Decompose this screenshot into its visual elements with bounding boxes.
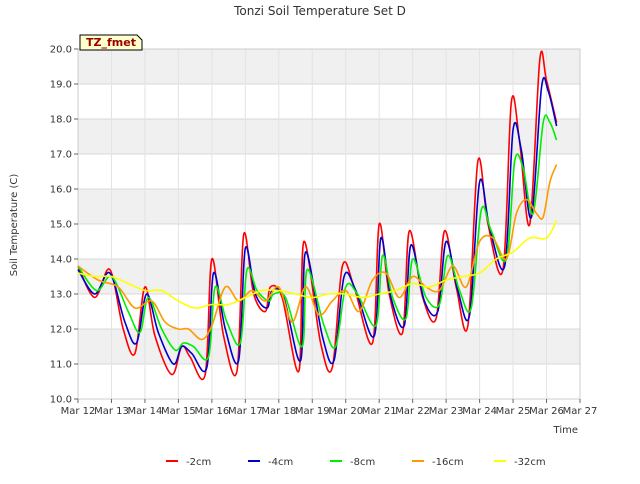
- x-tick-label: Mar 17: [228, 406, 263, 417]
- x-tick-label: Mar 21: [362, 406, 397, 417]
- y-tick-label: 15.0: [50, 220, 72, 231]
- legend-label: -4cm: [268, 457, 293, 468]
- plot-band: [78, 189, 580, 224]
- y-axis-label: Soil Temperature (C): [9, 174, 20, 277]
- legend-label: -16cm: [432, 457, 464, 468]
- legend-label: -2cm: [186, 457, 211, 468]
- chart-title: Tonzi Soil Temperature Set D: [233, 4, 406, 18]
- series-line-minus-4cm: [77, 76, 558, 373]
- x-tick-label: Mar 26: [529, 406, 564, 417]
- y-tick-label: 19.0: [50, 80, 72, 91]
- x-tick-label: Mar 12: [61, 406, 96, 417]
- x-tick-label: Mar 23: [429, 406, 464, 417]
- plot-band: [78, 119, 580, 154]
- y-tick-label: 20.0: [50, 45, 72, 56]
- plot-band: [78, 364, 580, 399]
- x-tick-label: Mar 18: [261, 406, 296, 417]
- y-tick-label: 14.0: [50, 255, 72, 266]
- x-tick-label: Mar 13: [94, 406, 129, 417]
- x-tick-label: Mar 24: [462, 406, 497, 417]
- x-tick-label: Mar 25: [496, 406, 531, 417]
- y-tick-label: 18.0: [50, 115, 72, 126]
- y-tick-label: 12.0: [50, 325, 72, 336]
- y-tick-label: 16.0: [50, 185, 72, 196]
- y-tick-label: 11.0: [50, 360, 72, 371]
- legend-label: -8cm: [350, 457, 375, 468]
- tz-badge-label: TZ_fmet: [86, 36, 136, 49]
- y-tick-label: 17.0: [50, 150, 72, 161]
- series-line-minus-8cm: [77, 114, 558, 361]
- x-tick-label: Mar 16: [194, 406, 229, 417]
- legend-label: -32cm: [514, 457, 546, 468]
- y-axis-ticks: 10.0 11.0 12.0 13.0 14.0 15.0 16.0 17.0 18.0 19.0…: [50, 45, 78, 406]
- plot-band: [78, 154, 580, 189]
- x-tick-label: Mar 15: [161, 406, 196, 417]
- plot-band: [78, 294, 580, 329]
- plot-band: [78, 84, 580, 119]
- x-tick-label: Mar 20: [328, 406, 363, 417]
- x-tick-label: Mar 22: [395, 406, 430, 417]
- x-axis-label: Time: [553, 425, 578, 436]
- tz-badge: TZ_fmet: [79, 34, 143, 51]
- x-tick-label: Mar 19: [295, 406, 330, 417]
- series-line-minus-32cm: [77, 220, 558, 309]
- series-lines: [77, 50, 558, 381]
- x-tick-label: Mar 14: [128, 406, 163, 417]
- legend: -2cm -4cm -8cm -16cm -32cm: [166, 457, 546, 468]
- plot-band: [78, 49, 580, 84]
- tz-badge-box: [79, 34, 143, 51]
- y-tick-label: 10.0: [50, 395, 72, 406]
- x-tick-label: Mar 27: [563, 406, 598, 417]
- y-tick-label: 13.0: [50, 290, 72, 301]
